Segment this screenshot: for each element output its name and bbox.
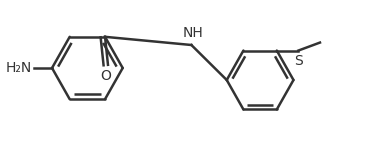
Text: S: S bbox=[294, 54, 303, 67]
Text: NH: NH bbox=[183, 26, 204, 40]
Text: H₂N: H₂N bbox=[5, 61, 31, 75]
Text: O: O bbox=[100, 69, 112, 83]
